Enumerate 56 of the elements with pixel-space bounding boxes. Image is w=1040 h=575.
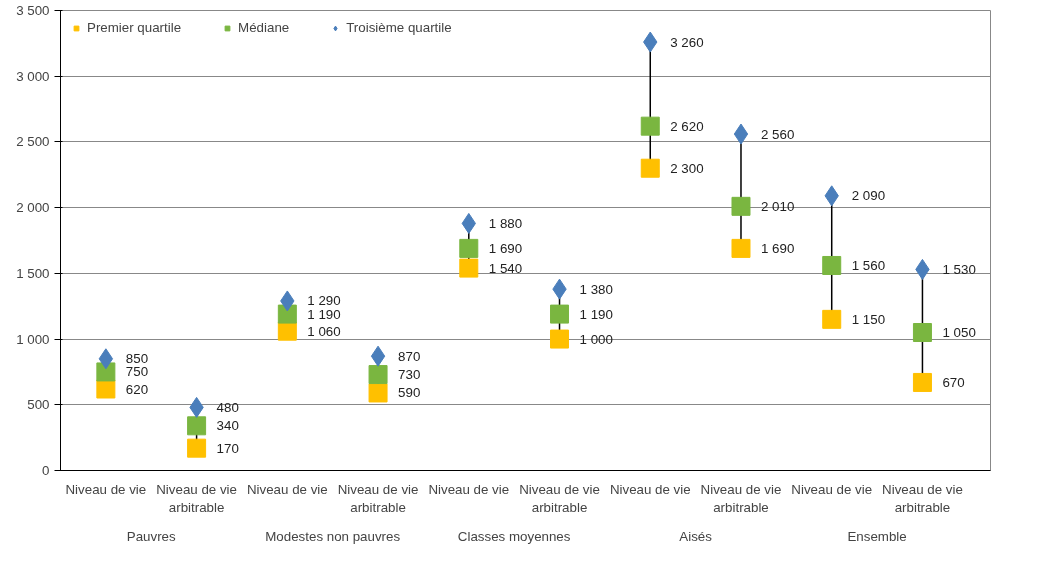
y-tick-label: 1 000 [16,331,50,347]
x-tick-label: Niveau de vie [65,481,147,497]
data-label: 170 [216,440,239,456]
legend-label: Troisième quartile [346,20,452,35]
data-label: 870 [398,348,421,364]
text: Aisés [679,528,713,544]
y-tick-label: 3 500 [16,3,50,18]
data-label: 1 290 [307,293,341,309]
y-tick-label: 2 500 [16,134,50,150]
x-tick-label: Niveau de vie [609,481,691,497]
data-label: 1 050 [942,325,976,340]
data-label: 1 880 [488,215,523,231]
data-label: 1 530 [942,261,976,277]
data-label: 3 260 [670,34,704,50]
x-tick-label: Niveau de vie arbitrable [156,481,237,515]
data-label: 1 540 [488,260,523,276]
text: Modestes non pauvres [265,528,401,544]
y-tick-label: 2 000 [16,200,50,216]
y-tick-label: 0 [42,463,50,478]
text: Ensemble [847,528,907,544]
data-label: 1 690 [760,240,795,256]
y-tick-label: 3 000 [16,68,50,84]
y-tick-label: 500 [27,397,50,413]
text: Pauvres [126,528,177,544]
x-tick-label: Niveau de vie [246,481,328,497]
data-label: 1 060 [307,323,341,339]
data-label: 2 620 [670,118,704,134]
legend-label: Premier quartile [87,20,182,35]
data-label: 850 [125,351,149,367]
x-tick-label: Niveau de vie [791,481,873,497]
data-label: 1 380 [579,281,613,297]
legend-label: Médiane [238,20,290,35]
data-label: 1 690 [488,240,523,256]
data-label: 2 010 [760,198,795,214]
data-label: 2 300 [670,160,704,176]
x-tick-label: Niveau de vie arbitrable [882,481,963,515]
data-label: 1 190 [579,306,613,322]
data-label: 340 [216,418,239,434]
data-label: 730 [398,367,421,383]
data-label: 670 [942,374,965,390]
y-tick-label: 1 500 [16,265,50,281]
x-tick-label: Niveau de vie arbitrable [337,481,419,515]
x-tick-label: Niveau de vie arbitrable [700,481,782,515]
text: Classes moyennes [457,528,571,544]
data-label: 1 190 [307,306,341,322]
data-label: 480 [216,399,239,415]
data-label: 620 [125,381,149,397]
data-label: 750 [125,364,149,380]
data-label: 590 [398,385,421,401]
data-label: 2 560 [760,126,795,142]
data-label: 2 090 [851,188,886,204]
data-label: 1 150 [851,311,886,327]
data-label: 1 000 [579,331,613,347]
data-label: 1 560 [851,257,886,273]
x-tick-label: Niveau de vie arbitrable [519,481,600,515]
x-tick-label: Niveau de vie [428,481,510,497]
